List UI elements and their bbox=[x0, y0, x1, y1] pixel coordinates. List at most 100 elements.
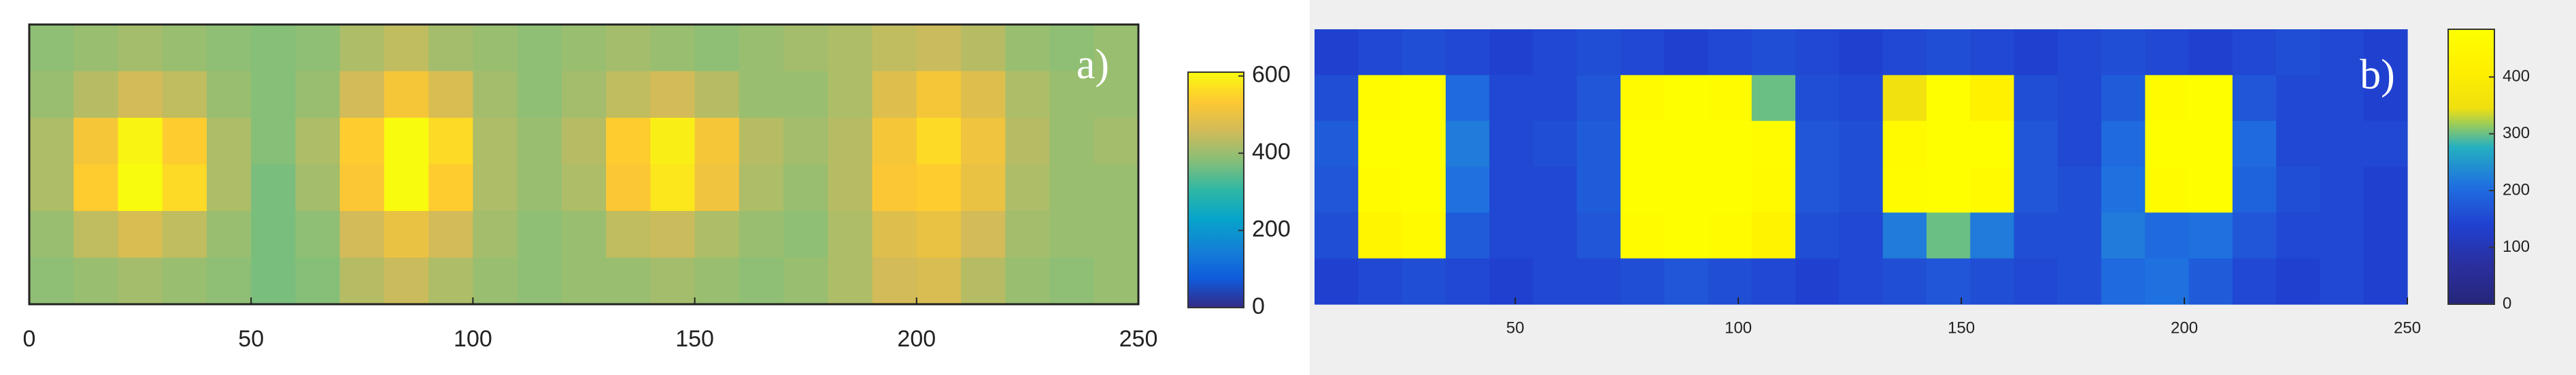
heatmap-cell bbox=[650, 257, 696, 305]
heatmap-cell bbox=[1533, 29, 1578, 76]
heatmap-cell bbox=[2145, 120, 2190, 167]
x-tick-label: 0 bbox=[23, 326, 36, 352]
heatmap-cell bbox=[473, 257, 518, 305]
heatmap-cell bbox=[2363, 29, 2408, 76]
heatmap-cell bbox=[561, 118, 607, 165]
colorbar-tick-label: 100 bbox=[2503, 238, 2530, 256]
heatmap-cell bbox=[118, 257, 163, 305]
heatmap-cell bbox=[1620, 167, 1665, 213]
heatmap-cell bbox=[650, 25, 696, 72]
heatmap-cell bbox=[961, 118, 1006, 165]
heatmap-cell bbox=[1839, 29, 1884, 76]
heatmap-cell bbox=[251, 118, 296, 165]
heatmap-cell bbox=[1926, 258, 1971, 305]
heatmap-cell bbox=[1489, 75, 1533, 122]
heatmap-cell bbox=[118, 71, 163, 118]
heatmap-cell bbox=[2276, 167, 2321, 213]
heatmap-cell bbox=[2101, 75, 2146, 122]
heatmap-cell bbox=[162, 71, 207, 118]
heatmap-cell bbox=[2014, 258, 2058, 305]
heatmap-cell bbox=[384, 257, 429, 305]
heatmap-cell bbox=[1094, 118, 1139, 165]
heatmap-cell bbox=[1882, 258, 1927, 305]
heatmap-cell bbox=[251, 257, 296, 305]
heatmap-cell bbox=[2188, 258, 2233, 305]
heatmap-cell bbox=[2320, 212, 2365, 259]
heatmap-cell bbox=[1926, 212, 1971, 259]
heatmap-cell bbox=[2057, 120, 2102, 167]
heatmap-cell bbox=[1005, 164, 1051, 212]
heatmap-cell bbox=[2101, 120, 2146, 167]
heatmap-cell bbox=[1445, 120, 1490, 167]
heatmap-cell bbox=[251, 71, 296, 118]
heatmap-cell bbox=[961, 164, 1006, 212]
heatmap-cell bbox=[73, 257, 119, 305]
heatmap-cell bbox=[2014, 29, 2058, 76]
heatmap-cell bbox=[2145, 167, 2190, 213]
heatmap-cell bbox=[694, 71, 740, 118]
heatmap-cell bbox=[29, 211, 74, 259]
heatmap-cell bbox=[473, 71, 518, 118]
heatmap-cell bbox=[783, 164, 828, 212]
heatmap-cell bbox=[2363, 167, 2408, 213]
heatmap-cell bbox=[2276, 29, 2321, 76]
heatmap-cell bbox=[872, 257, 917, 305]
heatmap-cell bbox=[29, 25, 74, 72]
heatmap-cell bbox=[650, 211, 696, 259]
heatmap-cell bbox=[916, 25, 962, 72]
heatmap-cell bbox=[1839, 75, 1884, 122]
heatmap-cell bbox=[961, 211, 1006, 259]
heatmap-cell bbox=[295, 211, 341, 259]
heatmap-cell bbox=[1970, 212, 2015, 259]
heatmap-cell bbox=[517, 71, 562, 118]
heatmap-cell bbox=[251, 25, 296, 72]
heatmap-cell bbox=[2363, 212, 2408, 259]
heatmap-cell bbox=[1315, 212, 1359, 259]
heatmap-cell bbox=[2101, 29, 2146, 76]
heatmap-cell bbox=[339, 118, 385, 165]
heatmap-cell bbox=[1839, 120, 1884, 167]
heatmap-cell bbox=[206, 164, 252, 212]
heatmap-cell bbox=[1708, 120, 1752, 167]
heatmap-cell bbox=[384, 211, 429, 259]
panel-label: b) bbox=[2360, 52, 2395, 98]
heatmap-cell bbox=[1094, 164, 1139, 212]
heatmap-cell bbox=[1664, 75, 1709, 122]
colorbar-tick-label: 200 bbox=[2503, 180, 2530, 199]
heatmap-cell bbox=[118, 25, 163, 72]
heatmap-cell bbox=[1795, 212, 1840, 259]
heatmap-cell bbox=[2014, 75, 2058, 122]
heatmap-cell bbox=[828, 25, 873, 72]
heatmap-cell bbox=[1049, 164, 1095, 212]
heatmap-cell bbox=[1970, 258, 2015, 305]
heatmap-cell bbox=[916, 71, 962, 118]
heatmap-cell bbox=[1795, 75, 1840, 122]
heatmap-cell bbox=[1358, 29, 1403, 76]
heatmap-cell bbox=[1620, 258, 1665, 305]
heatmap-cell bbox=[1708, 29, 1752, 76]
heatmap-cell bbox=[916, 118, 962, 165]
heatmap-cell bbox=[1882, 212, 1927, 259]
heatmap-cell bbox=[1533, 258, 1578, 305]
x-tick-label: 200 bbox=[897, 326, 936, 352]
heatmap-cell bbox=[739, 211, 784, 259]
heatmap-cell bbox=[2145, 29, 2190, 76]
heatmap-cell bbox=[517, 211, 562, 259]
heatmap-cell bbox=[739, 25, 784, 72]
heatmap-cell bbox=[1664, 29, 1709, 76]
colorbar-tick-label: 0 bbox=[2503, 294, 2511, 312]
heatmap-cell bbox=[73, 164, 119, 212]
heatmap-cell bbox=[783, 25, 828, 72]
heatmap-cell bbox=[1795, 29, 1840, 76]
heatmap-cell bbox=[1049, 25, 1095, 72]
heatmap-cell bbox=[2232, 29, 2277, 76]
heatmap-cell bbox=[739, 71, 784, 118]
heatmap-cell bbox=[872, 164, 917, 212]
heatmap-cell bbox=[872, 25, 917, 72]
heatmap-cell bbox=[1315, 167, 1359, 213]
heatmap-cell bbox=[1751, 29, 1796, 76]
heatmap-cell bbox=[29, 164, 74, 212]
heatmap-cell bbox=[1882, 167, 1927, 213]
heatmap-cell bbox=[1576, 120, 1621, 167]
